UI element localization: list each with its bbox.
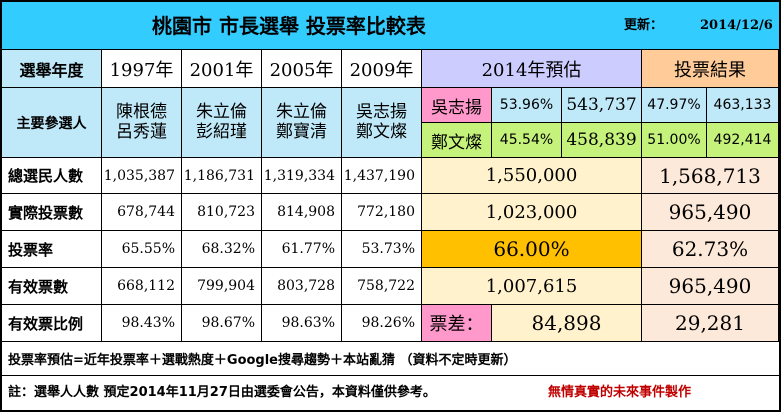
disclaimer-note: 註：選舉人人數 預定2014年11月27日由選委會公告，本資料僅供參考。 (8, 385, 436, 400)
forecast-value: 1,023,000 (422, 194, 642, 231)
result-candidate-pct: 51.00% (642, 123, 707, 158)
result-turnout: 62.73% (642, 231, 779, 268)
year-2009: 2009年 (342, 50, 422, 88)
row-value: 98.67% (182, 305, 262, 342)
row-label: 有效票數 (2, 268, 102, 305)
row-value: 758,722 (342, 268, 422, 305)
candidates-1997: 陳根德 呂秀蓮 (102, 88, 182, 158)
result-value: 965,490 (642, 268, 779, 305)
candidate-name: 彭紹瑾 (196, 121, 247, 142)
forecast-turnout: 66.00% (422, 231, 642, 268)
candidates-label: 主要參選人 (2, 88, 102, 158)
row-value: 98.63% (262, 305, 342, 342)
title-bar (2, 2, 779, 50)
forecast-candidate-name: 吳志揚 (422, 88, 492, 123)
row-value: 1,319,334 (262, 158, 342, 194)
result-candidate-votes: 492,414 (707, 123, 779, 158)
year-2005: 2005年 (262, 50, 342, 88)
forecast-header: 2014年預估 (422, 50, 642, 88)
year-2001: 2001年 (182, 50, 262, 88)
row-value: 61.77% (262, 231, 342, 268)
candidates-2005: 朱立倫 鄭寶清 (262, 88, 342, 158)
page-title: 桃園市 市長選舉 投票率比較表 (152, 14, 426, 38)
forecast-value: 1,007,615 (422, 268, 642, 305)
row-value: 810,723 (182, 194, 262, 231)
candidate-name: 鄭文燦 (356, 121, 407, 142)
forecast-candidate-votes: 458,839 (562, 123, 642, 158)
row-value: 98.43% (102, 305, 182, 342)
methodology-note: 投票率預估=近年投票率＋選戰熱度＋Google搜尋趨勢＋本站亂猜 （資料不定時更… (2, 342, 779, 376)
year-header: 選舉年度 (2, 50, 102, 88)
forecast-candidate-pct: 45.54% (492, 123, 562, 158)
candidate-name: 呂秀蓮 (116, 121, 167, 142)
row-label: 實際投票數 (2, 194, 102, 231)
candidates-2001: 朱立倫 彭紹瑾 (182, 88, 262, 158)
forecast-candidate-votes: 543,737 (562, 88, 642, 123)
updated-date: 2014/12/6 (700, 18, 773, 33)
forecast-value: 1,550,000 (422, 158, 642, 194)
row-value: 668,112 (102, 268, 182, 305)
candidates-2009: 吳志揚 鄭文燦 (342, 88, 422, 158)
row-label: 投票率 (2, 231, 102, 268)
row-label: 總選民人數 (2, 158, 102, 194)
row-value: 53.73% (342, 231, 422, 268)
row-value: 1,035,387 (102, 158, 182, 194)
row-value: 65.55% (102, 231, 182, 268)
result-header: 投票結果 (642, 50, 779, 88)
vote-diff-value: 84,898 (492, 305, 642, 342)
year-1997: 1997年 (102, 50, 182, 88)
candidate-name: 陳根德 (116, 101, 167, 122)
candidate-name: 鄭寶清 (276, 121, 327, 142)
row-value: 1,186,731 (182, 158, 262, 194)
row-value: 678,744 (102, 194, 182, 231)
credit-text: 無情真實的未來事件製作 (548, 385, 692, 400)
row-value: 814,908 (262, 194, 342, 231)
result-value: 965,490 (642, 194, 779, 231)
result-value: 1,568,713 (642, 158, 779, 194)
row-value: 98.26% (342, 305, 422, 342)
forecast-candidate-name: 鄭文燦 (422, 123, 492, 158)
row-value: 803,728 (262, 268, 342, 305)
result-diff-value: 29,281 (642, 305, 779, 342)
row-value: 799,904 (182, 268, 262, 305)
vote-diff-label: 票差： (422, 305, 492, 342)
result-candidate-votes: 463,133 (707, 88, 779, 123)
row-value: 68.32% (182, 231, 262, 268)
updated-label: 更新： (624, 18, 664, 33)
result-candidate-pct: 47.97% (642, 88, 707, 123)
candidate-name: 朱立倫 (196, 101, 247, 122)
forecast-candidate-pct: 53.96% (492, 88, 562, 123)
row-value: 772,180 (342, 194, 422, 231)
row-label: 有效票比例 (2, 305, 102, 342)
candidate-name: 朱立倫 (276, 101, 327, 122)
candidate-name: 吳志揚 (356, 101, 407, 122)
row-value: 1,437,190 (342, 158, 422, 194)
